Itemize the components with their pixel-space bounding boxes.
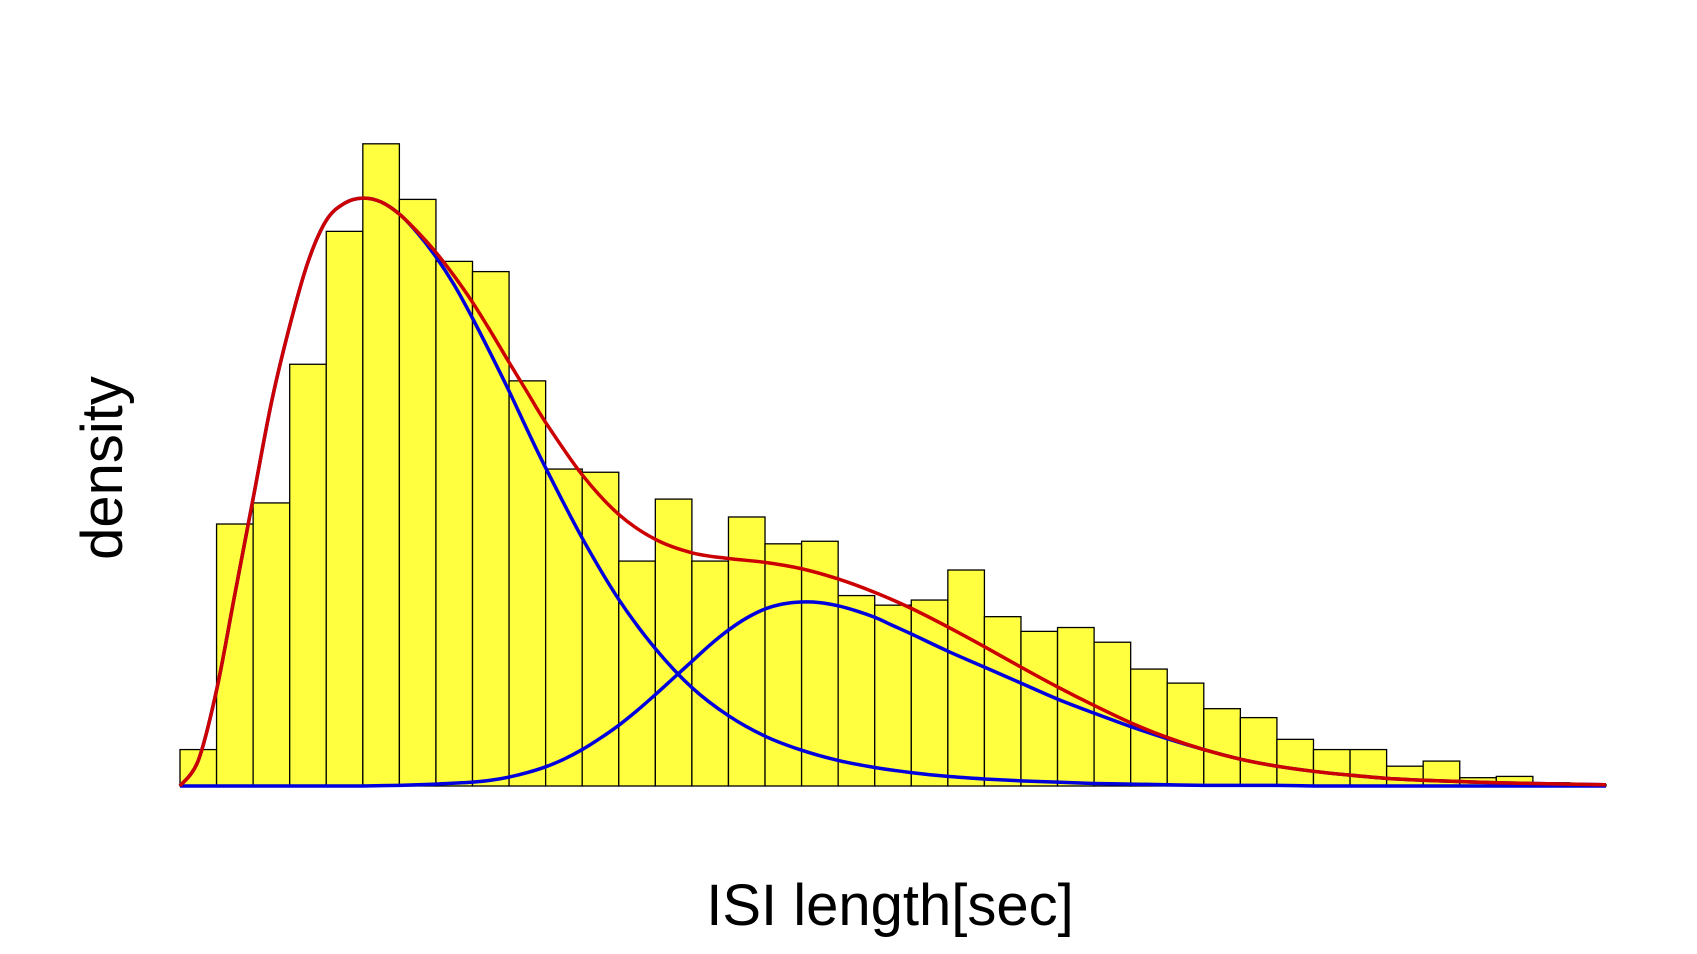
histogram-bar — [508, 380, 547, 787]
histogram-bar — [362, 143, 401, 787]
x-axis-label: ISI length[sec] — [706, 873, 1074, 938]
histogram-bar — [544, 468, 583, 787]
histogram-bar — [581, 471, 620, 787]
histogram-bar — [1276, 738, 1315, 787]
histogram-bar — [1056, 626, 1095, 787]
histogram-bar — [618, 560, 656, 787]
histogram-bar — [1312, 748, 1351, 787]
y-axis-label: density — [70, 376, 135, 560]
histogram-bar — [435, 260, 474, 787]
histogram-bar — [471, 270, 510, 787]
histogram-bar — [289, 363, 327, 787]
histogram-bar — [1385, 765, 1424, 787]
mixture-total-curve — [178, 196, 1607, 788]
histogram-bar — [874, 604, 912, 787]
histogram-bar — [252, 502, 291, 787]
histogram-bar — [910, 599, 949, 787]
histogram-bar — [983, 616, 1022, 787]
histogram-bar — [947, 569, 986, 787]
histogram-bar — [1203, 708, 1242, 787]
histogram-bar — [800, 540, 839, 787]
histogram-bars — [179, 143, 1607, 787]
histogram-bar — [398, 198, 437, 787]
histogram-bar — [1239, 716, 1278, 787]
histogram-bar — [1020, 630, 1059, 787]
histogram-bar — [325, 230, 364, 787]
histogram-bar — [691, 560, 730, 787]
density-curves — [178, 196, 1607, 788]
histogram-bar — [1349, 748, 1388, 787]
histogram-bar — [1166, 682, 1205, 787]
histogram-bar — [837, 594, 876, 787]
histogram-bar — [727, 516, 766, 787]
